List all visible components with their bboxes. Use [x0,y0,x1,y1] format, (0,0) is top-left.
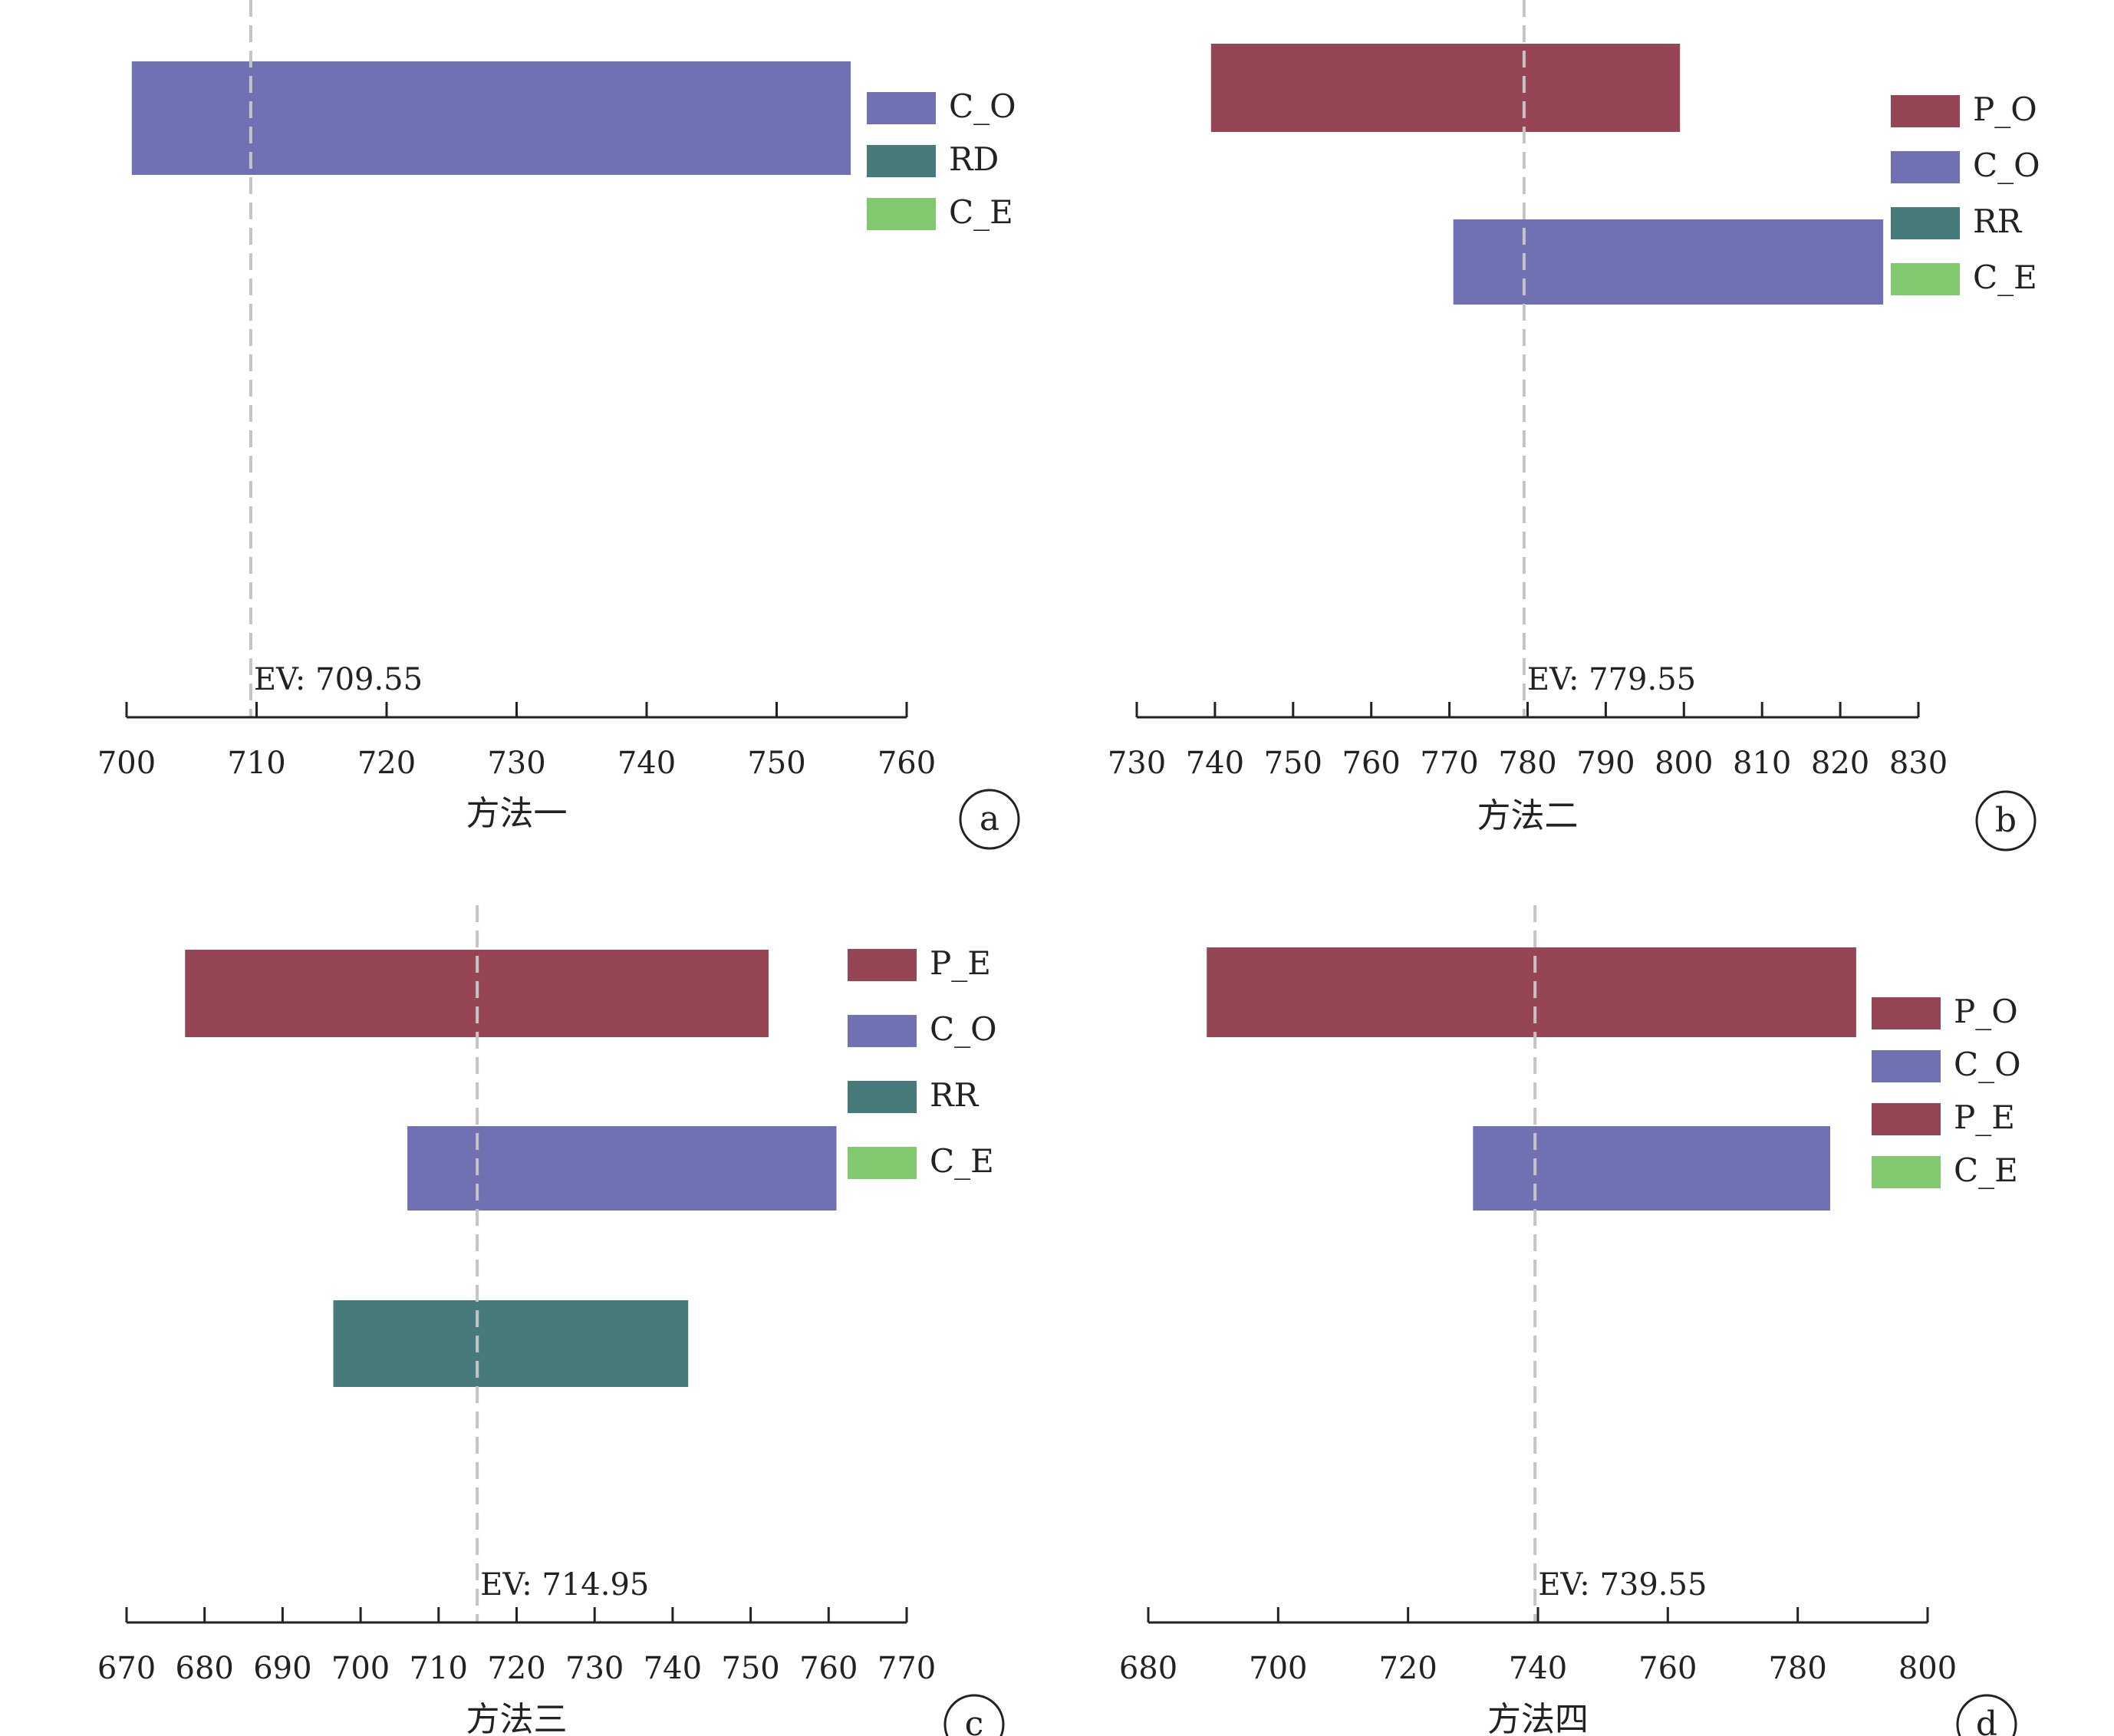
chart-panel-d: EV: 739.55 680 700 720 740 760 780 800 方法四 P_O C_O… [1119,905,2021,1736]
x-tick-label: 770 [878,1651,936,1686]
legend-swatch-RR [848,1081,917,1113]
ev-label: EV: 709.55 [254,662,423,697]
bar-C_O [407,1126,837,1211]
legend-swatch-C_O [848,1015,917,1047]
chart-panel-c: EV: 714.95 670 680 690 700 710 720 730 740 750 760… [97,905,1005,1736]
x-tick-label: 760 [1342,746,1401,781]
legend-label-RD: RD [949,140,999,178]
legend-label-C_E: C_E [1973,259,2037,296]
legend-label-RR: RR [1973,203,2023,240]
x-tick-label: 800 [1655,746,1713,781]
legend-swatch-C_O [1872,1050,1941,1082]
legend-label-C_O: C_O [1954,1046,2021,1083]
legend-label-C_E: C_E [1954,1151,2018,1189]
legend-swatch-C_O [867,92,936,124]
legend-label-RR: RR [930,1076,980,1114]
chart-panel-a: EV: 709.55 700 710 720 730 740 750 760 方法一 C_O RD C… [97,0,1020,850]
legend-label-C_E: C_E [949,193,1013,231]
ev-label: EV: 739.55 [1538,1567,1707,1603]
panel-label: a [980,799,999,838]
x-tick-label: 780 [1498,746,1556,781]
chart-panel-b: EV: 779.55 730 740 750 760 770 780 790 800 810 820… [1108,0,2040,852]
bar-C_O [1453,219,1884,305]
x-axis-title: 方法一 [466,794,568,833]
legend-label-C_E: C_E [930,1142,994,1180]
x-tick-label: 760 [1638,1651,1697,1686]
legend-label-C_O: C_O [949,87,1016,125]
x-tick-label: 800 [1898,1651,1957,1686]
x-tick-label: 750 [747,746,805,781]
panel-label-circle [1975,790,2037,852]
x-tick-label: 830 [1889,746,1948,781]
x-tick-label: 810 [1733,746,1791,781]
x-tick-label: 700 [1249,1651,1307,1686]
bar-P_O [1210,44,1681,132]
legend-label-C_O: C_O [930,1010,997,1048]
x-tick-label: 730 [487,746,545,781]
ev-label: EV: 714.95 [480,1567,649,1603]
legend-label-P_E: P_E [1954,1099,2015,1136]
x-tick-label: 760 [878,746,936,781]
x-axis-title: 方法四 [1487,1700,1589,1736]
legend-swatch-C_E [1872,1156,1941,1188]
panel-label-circle [959,789,1020,850]
panel-label: d [1976,1705,1997,1736]
x-tick-label: 820 [1811,746,1869,781]
panel-label: b [1995,801,2017,840]
x-tick-label: 770 [1420,746,1478,781]
x-tick-label: 700 [331,1651,390,1686]
x-tick-label: 790 [1576,746,1635,781]
x-tick-label: 740 [1186,746,1244,781]
x-tick-label: 730 [565,1651,624,1686]
x-tick-label: 710 [410,1651,468,1686]
legend-label-P_O: P_O [1954,993,2018,1030]
legend-swatch-P_E [1872,1103,1941,1135]
legend-swatch-P_O [1891,95,1960,127]
x-tick-label: 670 [97,1651,156,1686]
x-tick-label: 750 [721,1651,779,1686]
x-tick-label: 740 [617,746,676,781]
bar-C_O [1473,1126,1830,1211]
x-tick-label: 760 [799,1651,858,1686]
x-tick-label: 720 [1378,1651,1437,1686]
x-tick-label: 690 [253,1651,311,1686]
x-tick-label: 720 [357,746,416,781]
bar-C_O [131,61,851,175]
legend-label-C_O: C_O [1973,147,2040,184]
legend-swatch-RR [1891,207,1960,239]
x-tick-label: 780 [1768,1651,1826,1686]
legend-swatch-C_E [1891,263,1960,295]
legend-swatch-RD [867,145,936,177]
x-axis-title: 方法二 [1477,796,1579,835]
legend-swatch-P_O [1872,997,1941,1029]
bar-P_O [1207,947,1856,1037]
x-tick-label: 720 [487,1651,545,1686]
bar-RR [333,1300,689,1387]
legend-swatch-P_E [848,949,917,981]
x-tick-label: 750 [1264,746,1322,781]
ev-label: EV: 779.55 [1527,662,1696,697]
x-tick-label: 740 [1509,1651,1567,1686]
legend-label-P_E: P_E [930,944,991,982]
x-tick-label: 710 [227,746,285,781]
x-tick-label: 680 [1119,1651,1177,1686]
legend-swatch-C_E [867,198,936,230]
panel-label-circle [1956,1694,2017,1736]
x-tick-label: 730 [1108,746,1166,781]
legend-swatch-C_E [848,1147,917,1179]
panel-label: c [965,1705,984,1736]
x-tick-label: 680 [176,1651,234,1686]
x-tick-label: 700 [97,746,156,781]
x-axis-title: 方法三 [466,1700,568,1736]
legend-swatch-C_O [1891,151,1960,183]
panel-label-circle [943,1694,1005,1736]
x-tick-label: 740 [644,1651,702,1686]
legend-label-P_O: P_O [1973,91,2037,128]
